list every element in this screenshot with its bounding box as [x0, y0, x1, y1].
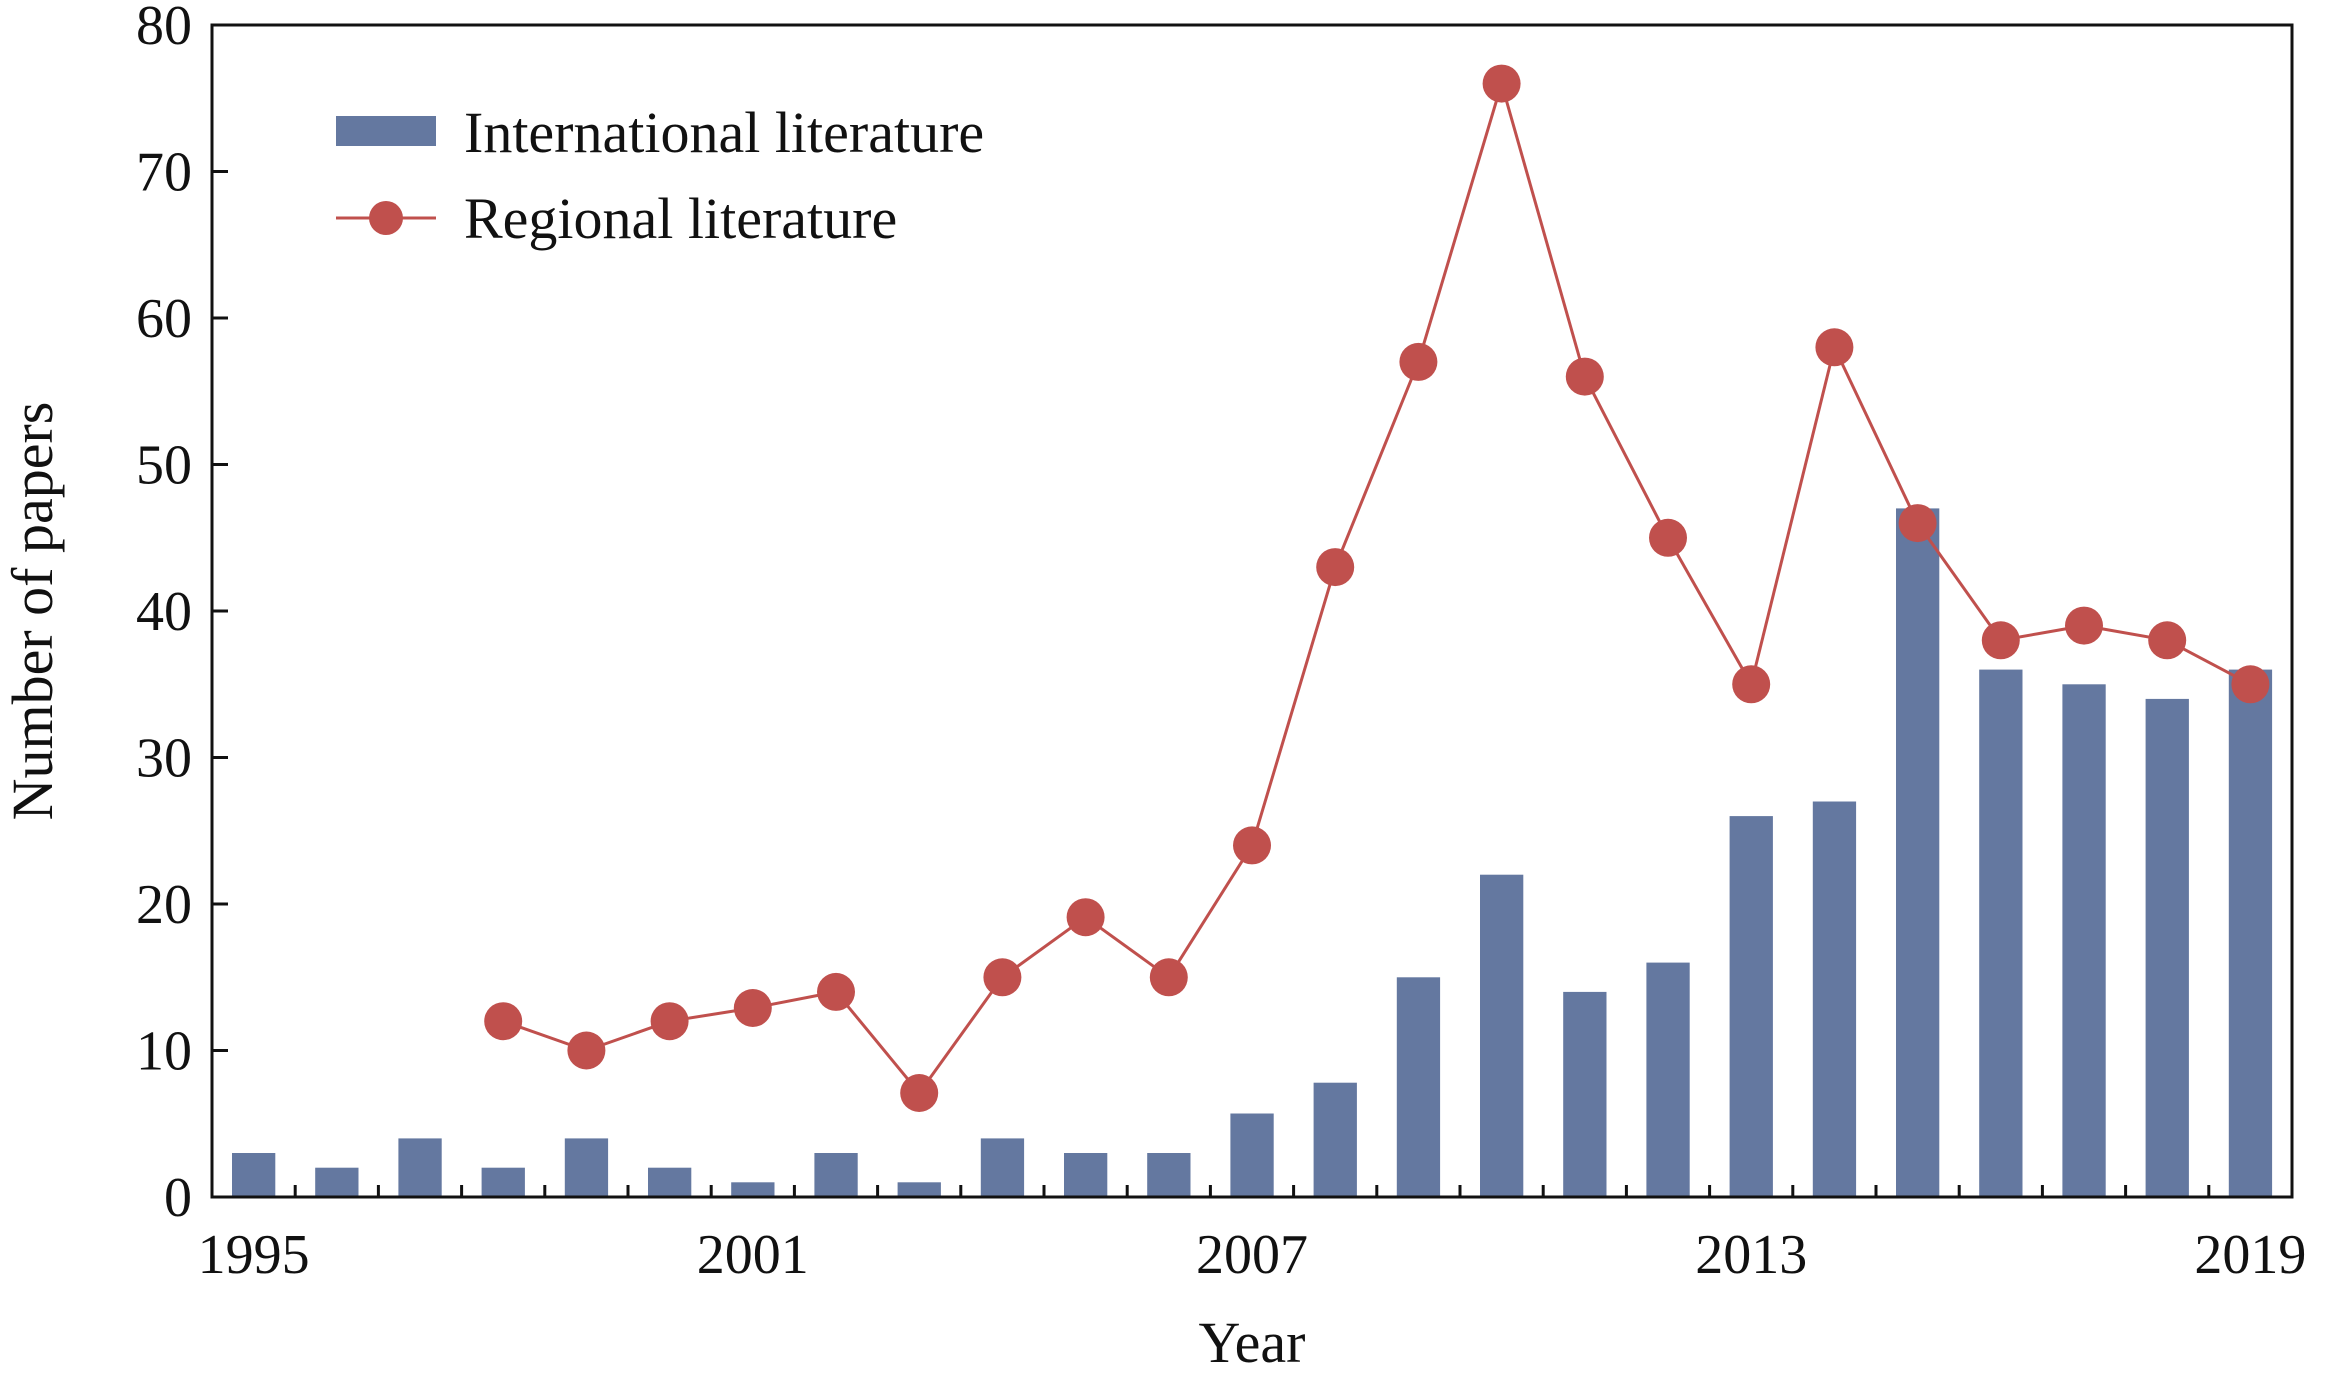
y-tick-label-0: 0: [164, 1167, 192, 1229]
bar-2008: [1313, 1082, 1357, 1197]
point-2019: [2231, 665, 2270, 704]
bar-1995: [232, 1153, 276, 1197]
point-2014: [1815, 328, 1854, 367]
x-axis-title: Year: [1199, 1310, 1306, 1375]
point-2005: [1066, 898, 1105, 937]
bar-2009: [1396, 977, 1441, 1198]
bar-2007: [1230, 1113, 1274, 1197]
y-axis-title: Number of papers: [0, 402, 65, 821]
x-tick-label-2001: 2001: [697, 1224, 809, 1286]
bar-2015: [1896, 508, 1940, 1197]
line-segment-2008: [1250, 566, 1337, 846]
y-tick-label-10: 10: [136, 1021, 192, 1083]
line-segment-2007: [1167, 844, 1254, 979]
bar-2004: [980, 1138, 1025, 1197]
x-tick-label-2007: 2007: [1196, 1224, 1308, 1286]
bar-2014: [1812, 801, 1857, 1197]
point-2013: [1732, 665, 1771, 704]
bar-2012: [1646, 962, 1690, 1197]
line-layer: [484, 64, 2270, 1112]
axes-layer: 0 10 20 30 40 50 60 70 80 1995 2001 2007 2013 2019: [136, 0, 2306, 1286]
y-tick-label-60: 60: [136, 288, 192, 350]
point-2015: [1898, 504, 1937, 543]
bar-2018: [2145, 698, 2189, 1197]
line-segment-2012: [1583, 375, 1670, 539]
legend-label-regional: Regional literature: [464, 186, 897, 251]
bars-layer: [232, 508, 2273, 1198]
y-tick-label-30: 30: [136, 728, 192, 790]
legend-swatch-international: [336, 116, 436, 146]
bar-1998: [481, 1167, 525, 1197]
line-segment-2015: [1833, 346, 1919, 524]
bar-2001: [731, 1182, 775, 1197]
legend-label-international: International literature: [464, 100, 984, 165]
point-2000: [650, 1002, 689, 1041]
bar-2003: [897, 1182, 941, 1197]
point-2011: [1565, 357, 1604, 396]
bar-2013: [1729, 816, 1773, 1197]
line-segment-2004: [917, 976, 1004, 1094]
line-segment-2016: [1916, 522, 2003, 642]
y-tick-label-20: 20: [136, 874, 192, 936]
bar-1996: [315, 1167, 359, 1197]
point-2010: [1482, 64, 1521, 103]
bar-1999: [564, 1138, 609, 1197]
bar-1997: [398, 1138, 442, 1197]
bar-2016: [1979, 669, 2023, 1197]
line-segment-2003: [834, 990, 921, 1094]
y-tick-label-40: 40: [136, 581, 192, 643]
line-segment-2010: [1416, 83, 1504, 363]
point-2012: [1649, 518, 1687, 557]
point-2007: [1233, 826, 1271, 865]
point-2018: [2148, 621, 2187, 660]
bar-2006: [1147, 1153, 1191, 1197]
point-1998: [484, 1002, 523, 1041]
point-2009: [1399, 342, 1438, 381]
line-segment-2013: [1666, 537, 1753, 686]
bar-2002: [814, 1153, 858, 1197]
point-2008: [1316, 548, 1355, 587]
point-2004: [983, 958, 1022, 997]
bar-2017: [2062, 684, 2106, 1198]
bar-2019: [2228, 669, 2273, 1197]
y-tick-label-50: 50: [136, 435, 192, 497]
line-segment-2011: [1500, 83, 1587, 378]
y-tick-label-80: 80: [136, 0, 192, 57]
point-1999: [567, 1031, 606, 1070]
x-tick-label-2019: 2019: [2194, 1224, 2306, 1286]
legend-swatch-regional-marker: [369, 201, 403, 235]
bar-2005: [1064, 1153, 1108, 1197]
line-segment-2014: [1749, 346, 1836, 685]
x-tick-label-1995: 1995: [198, 1224, 310, 1286]
point-2016: [1981, 621, 2020, 660]
point-2003: [900, 1074, 939, 1112]
legend: International literature Regional literat…: [336, 100, 984, 251]
point-2001: [733, 989, 772, 1027]
point-2017: [2065, 606, 2103, 645]
bar-2011: [1563, 991, 1607, 1197]
y-tick-label-70: 70: [136, 142, 192, 204]
point-2002: [817, 972, 855, 1011]
point-2006: [1149, 958, 1188, 997]
bar-2010: [1480, 874, 1524, 1197]
x-tick-label-2013: 2013: [1695, 1224, 1807, 1286]
bar-2000: [648, 1167, 692, 1197]
line-segment-2009: [1333, 361, 1420, 568]
